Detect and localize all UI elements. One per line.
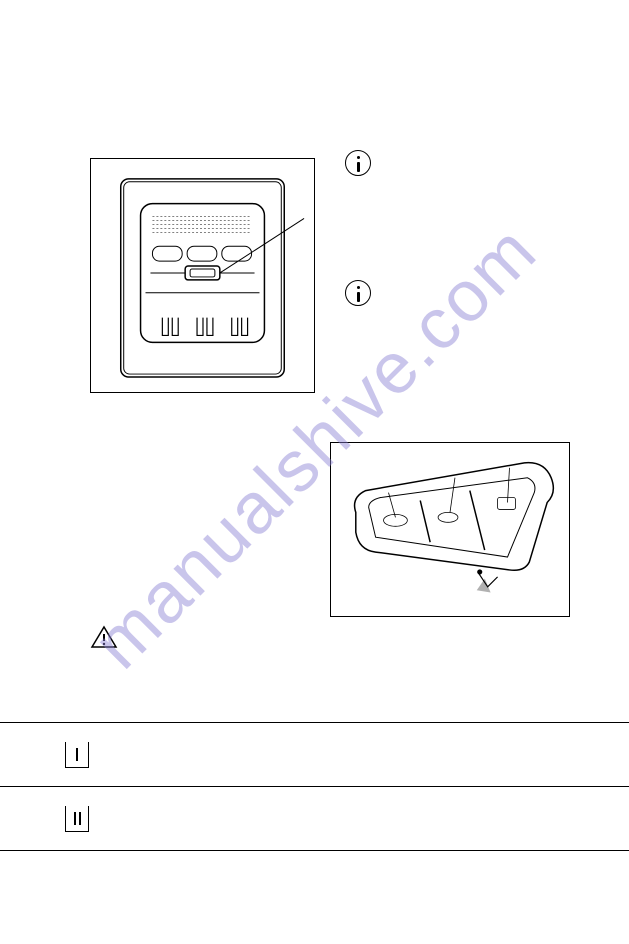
compartment-2-bar-icon [65,806,89,832]
divider-line [0,850,629,851]
divider-line [0,722,629,723]
dispenser-drawing [331,443,569,617]
figure-detergent-dispenser [330,442,570,617]
divider-line [0,786,629,787]
washing-machine-drawing [91,159,314,392]
warning-triangle-icon [90,625,118,649]
info-icon [345,280,371,306]
page-container: manualshive.com [0,0,629,893]
compartment-1-bar-icon [65,742,89,768]
figure-washing-machine-top [90,158,315,393]
info-icon [345,150,371,176]
